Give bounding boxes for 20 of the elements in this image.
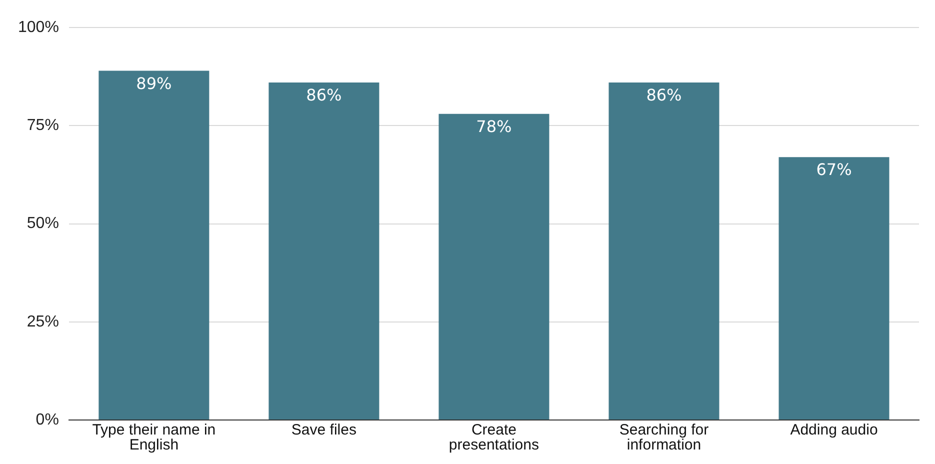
- x-tick-label: Adding audio: [790, 422, 878, 439]
- data-label: 86%: [646, 86, 682, 105]
- x-tick-label: Searching for information: [619, 422, 709, 454]
- data-label: 86%: [306, 86, 342, 105]
- y-tick-label: 50%: [26, 215, 59, 232]
- bar: [98, 70, 210, 420]
- bar: [608, 82, 720, 420]
- bar: [778, 157, 890, 420]
- y-tick-label: 75%: [26, 117, 59, 134]
- y-tick-label: 100%: [18, 19, 59, 36]
- x-tick-label: Create presentations: [448, 422, 539, 454]
- data-label: 67%: [816, 160, 852, 180]
- y-tick-label: 0%: [36, 411, 59, 428]
- x-tick-label: Save files: [291, 422, 356, 439]
- y-tick-label: 25%: [26, 313, 59, 330]
- bar: [268, 82, 380, 420]
- x-tick-label: Type their name in English: [92, 422, 216, 454]
- data-label: 89%: [136, 74, 172, 93]
- data-label: 78%: [476, 117, 512, 136]
- bar: [438, 114, 550, 420]
